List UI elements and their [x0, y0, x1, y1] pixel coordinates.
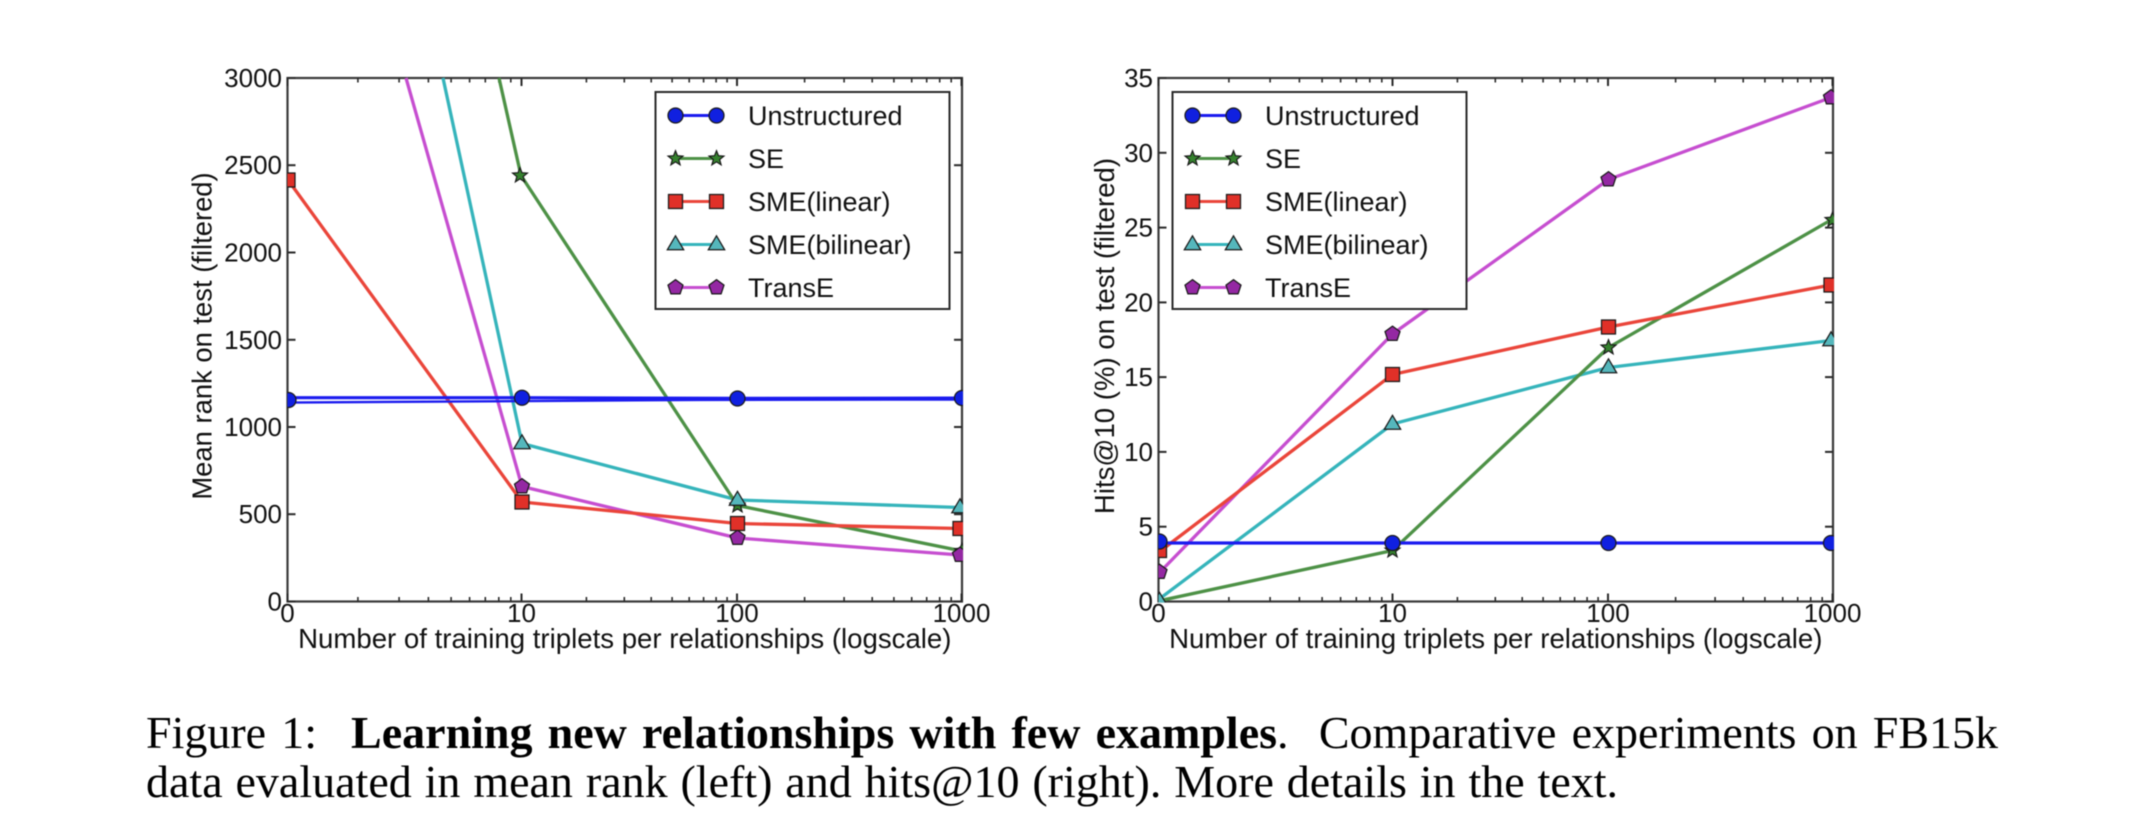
- svg-text:0: 0: [280, 598, 294, 628]
- svg-text:30: 30: [1124, 138, 1153, 168]
- svg-text:SME(linear): SME(linear): [748, 187, 891, 217]
- svg-text:SE: SE: [1265, 144, 1301, 174]
- svg-text:2500: 2500: [224, 150, 282, 180]
- svg-text:0: 0: [1151, 598, 1165, 628]
- svg-text:TransE: TransE: [1265, 273, 1351, 303]
- svg-text:0: 0: [268, 587, 282, 617]
- svg-text:SME(bilinear): SME(bilinear): [1265, 230, 1429, 260]
- svg-text:SE: SE: [748, 144, 784, 174]
- svg-text:500: 500: [239, 499, 282, 529]
- svg-text:0: 0: [1139, 587, 1153, 617]
- svg-text:SME(linear): SME(linear): [1265, 187, 1408, 217]
- svg-text:1000: 1000: [933, 598, 991, 628]
- svg-text:10: 10: [1124, 437, 1153, 467]
- svg-text:100: 100: [715, 598, 758, 628]
- svg-text:15: 15: [1124, 362, 1153, 392]
- svg-text:Unstructured: Unstructured: [748, 101, 903, 131]
- svg-text:1000: 1000: [224, 412, 282, 442]
- svg-text:100: 100: [1586, 598, 1629, 628]
- svg-text:20: 20: [1124, 287, 1153, 317]
- svg-text:Hits@10 (%) on test (filtered): Hits@10 (%) on test (filtered): [1089, 158, 1120, 514]
- svg-text:Number of training triplets pe: Number of training triplets per relation…: [298, 623, 951, 654]
- svg-text:10: 10: [507, 598, 536, 628]
- svg-text:Number of training triplets pe: Number of training triplets per relation…: [1169, 623, 1822, 654]
- svg-text:TransE: TransE: [748, 273, 834, 303]
- svg-text:1500: 1500: [224, 325, 282, 355]
- svg-text:10: 10: [1378, 598, 1407, 628]
- svg-text:3000: 3000: [224, 63, 282, 93]
- svg-text:1000: 1000: [1804, 598, 1862, 628]
- svg-text:SME(bilinear): SME(bilinear): [748, 230, 912, 260]
- svg-text:35: 35: [1124, 63, 1153, 93]
- svg-text:2000: 2000: [224, 238, 282, 268]
- svg-text:25: 25: [1124, 213, 1153, 243]
- svg-text:5: 5: [1139, 512, 1153, 542]
- svg-text:Unstructured: Unstructured: [1265, 101, 1420, 131]
- svg-text:Mean rank on test (filtered): Mean rank on test (filtered): [187, 172, 218, 499]
